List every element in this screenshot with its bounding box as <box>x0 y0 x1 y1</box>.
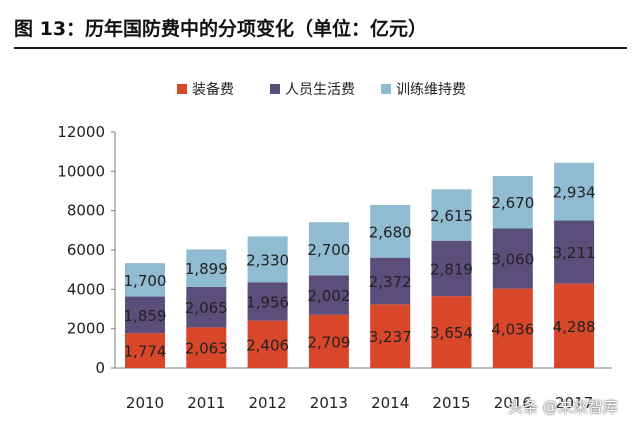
x-tick-label-2011: 2011 <box>187 394 225 412</box>
bar-2015-装备费 <box>431 296 472 368</box>
data-label-2013-人员生活费: 2,002 <box>307 287 350 305</box>
bar-2013-人员生活费 <box>308 275 349 315</box>
x-tick-label-2016: 2016 <box>494 394 532 412</box>
chart-title: 图 13：历年国防费中的分项变化（单位：亿元） <box>14 18 428 40</box>
data-label-2014-人员生活费: 2,372 <box>369 273 412 291</box>
title-divider <box>14 47 627 49</box>
data-label-2011-训练维持费: 1,899 <box>185 260 228 278</box>
watermark: 头条 @未来智库 <box>508 398 618 416</box>
y-tick-label-2: 4000 <box>67 280 105 298</box>
bar-2016-训练维持费 <box>492 175 533 229</box>
data-label-2017-装备费: 4,288 <box>553 318 596 336</box>
legend-swatch-1 <box>177 84 187 94</box>
bar-2012-装备费 <box>247 320 288 368</box>
data-label-2015-人员生活费: 2,819 <box>430 260 473 278</box>
bar-2012-训练维持费 <box>247 236 288 283</box>
data-label-2012-装备费: 2,406 <box>246 336 289 354</box>
bar-2013-训练维持费 <box>308 222 349 276</box>
bar-2016-人员生活费 <box>492 228 533 289</box>
y-tick-label-0: 0 <box>95 359 105 377</box>
data-label-2010-人员生活费: 1,859 <box>124 307 167 325</box>
data-label-2014-训练维持费: 2,680 <box>369 223 412 241</box>
data-label-2010-装备费: 1,774 <box>124 343 167 361</box>
data-label-2017-训练维持费: 2,934 <box>553 184 596 202</box>
data-label-2015-装备费: 3,654 <box>430 324 473 342</box>
legend-swatch-3 <box>381 84 391 94</box>
data-label-2010-训练维持费: 1,700 <box>124 272 167 290</box>
bar-2014-人员生活费 <box>370 257 411 305</box>
data-label-2011-装备费: 2,063 <box>185 340 228 358</box>
data-label-2015-训练维持费: 2,615 <box>430 207 473 225</box>
y-tick-label-6: 12000 <box>57 123 105 141</box>
bar-2012-人员生活费 <box>247 282 288 321</box>
x-tick-label-2014: 2014 <box>371 394 409 412</box>
bar-2017-人员生活费 <box>554 220 595 284</box>
legend-label-1: 装备费 <box>192 81 234 98</box>
bar-2010-人员生活费 <box>125 296 165 334</box>
bar-2014-装备费 <box>370 304 411 368</box>
y-tick-label-5: 10000 <box>57 162 105 180</box>
x-tick-label-2017: 2017 <box>555 394 593 412</box>
data-label-2017-人员生活费: 3,211 <box>553 244 596 262</box>
x-tick-label-2013: 2013 <box>310 394 348 412</box>
bar-2017-训练维持费 <box>554 162 595 221</box>
bar-2015-训练维持费 <box>431 189 472 241</box>
data-label-2016-人员生活费: 3,060 <box>491 251 534 269</box>
x-tick-label-2012: 2012 <box>249 394 287 412</box>
bar-2016-装备费 <box>492 288 533 368</box>
data-label-2014-装备费: 3,237 <box>369 328 412 346</box>
data-label-2013-装备费: 2,709 <box>307 333 350 351</box>
bar-2011-装备费 <box>186 327 227 368</box>
legend-label-3: 训练维持费 <box>396 82 466 98</box>
data-label-2016-装备费: 4,036 <box>491 320 534 338</box>
bar-2011-训练维持费 <box>186 249 227 287</box>
x-tick-label-2010: 2010 <box>126 394 164 412</box>
data-label-2013-训练维持费: 2,700 <box>307 241 350 259</box>
x-tick-label-2015: 2015 <box>432 394 470 412</box>
bar-2014-训练维持费 <box>370 204 411 258</box>
y-tick-label-4: 8000 <box>67 202 105 220</box>
legend-label-2: 人员生活费 <box>285 82 355 98</box>
y-tick-label-1: 2000 <box>67 320 105 338</box>
data-label-2012-人员生活费: 1,956 <box>246 293 289 311</box>
bar-2010-装备费 <box>125 333 165 368</box>
bar-2017-装备费 <box>554 283 595 368</box>
bar-2013-装备费 <box>308 314 349 368</box>
data-label-2011-人员生活费: 2,065 <box>185 299 228 317</box>
y-tick-label-3: 6000 <box>67 241 105 259</box>
data-label-2012-训练维持费: 2,330 <box>246 251 289 269</box>
bar-2015-人员生活费 <box>431 240 472 297</box>
legend-swatch-2 <box>270 84 280 94</box>
bar-2010-训练维持费 <box>125 263 165 297</box>
data-label-2016-训练维持费: 2,670 <box>491 194 534 212</box>
bar-2011-人员生活费 <box>186 286 227 328</box>
